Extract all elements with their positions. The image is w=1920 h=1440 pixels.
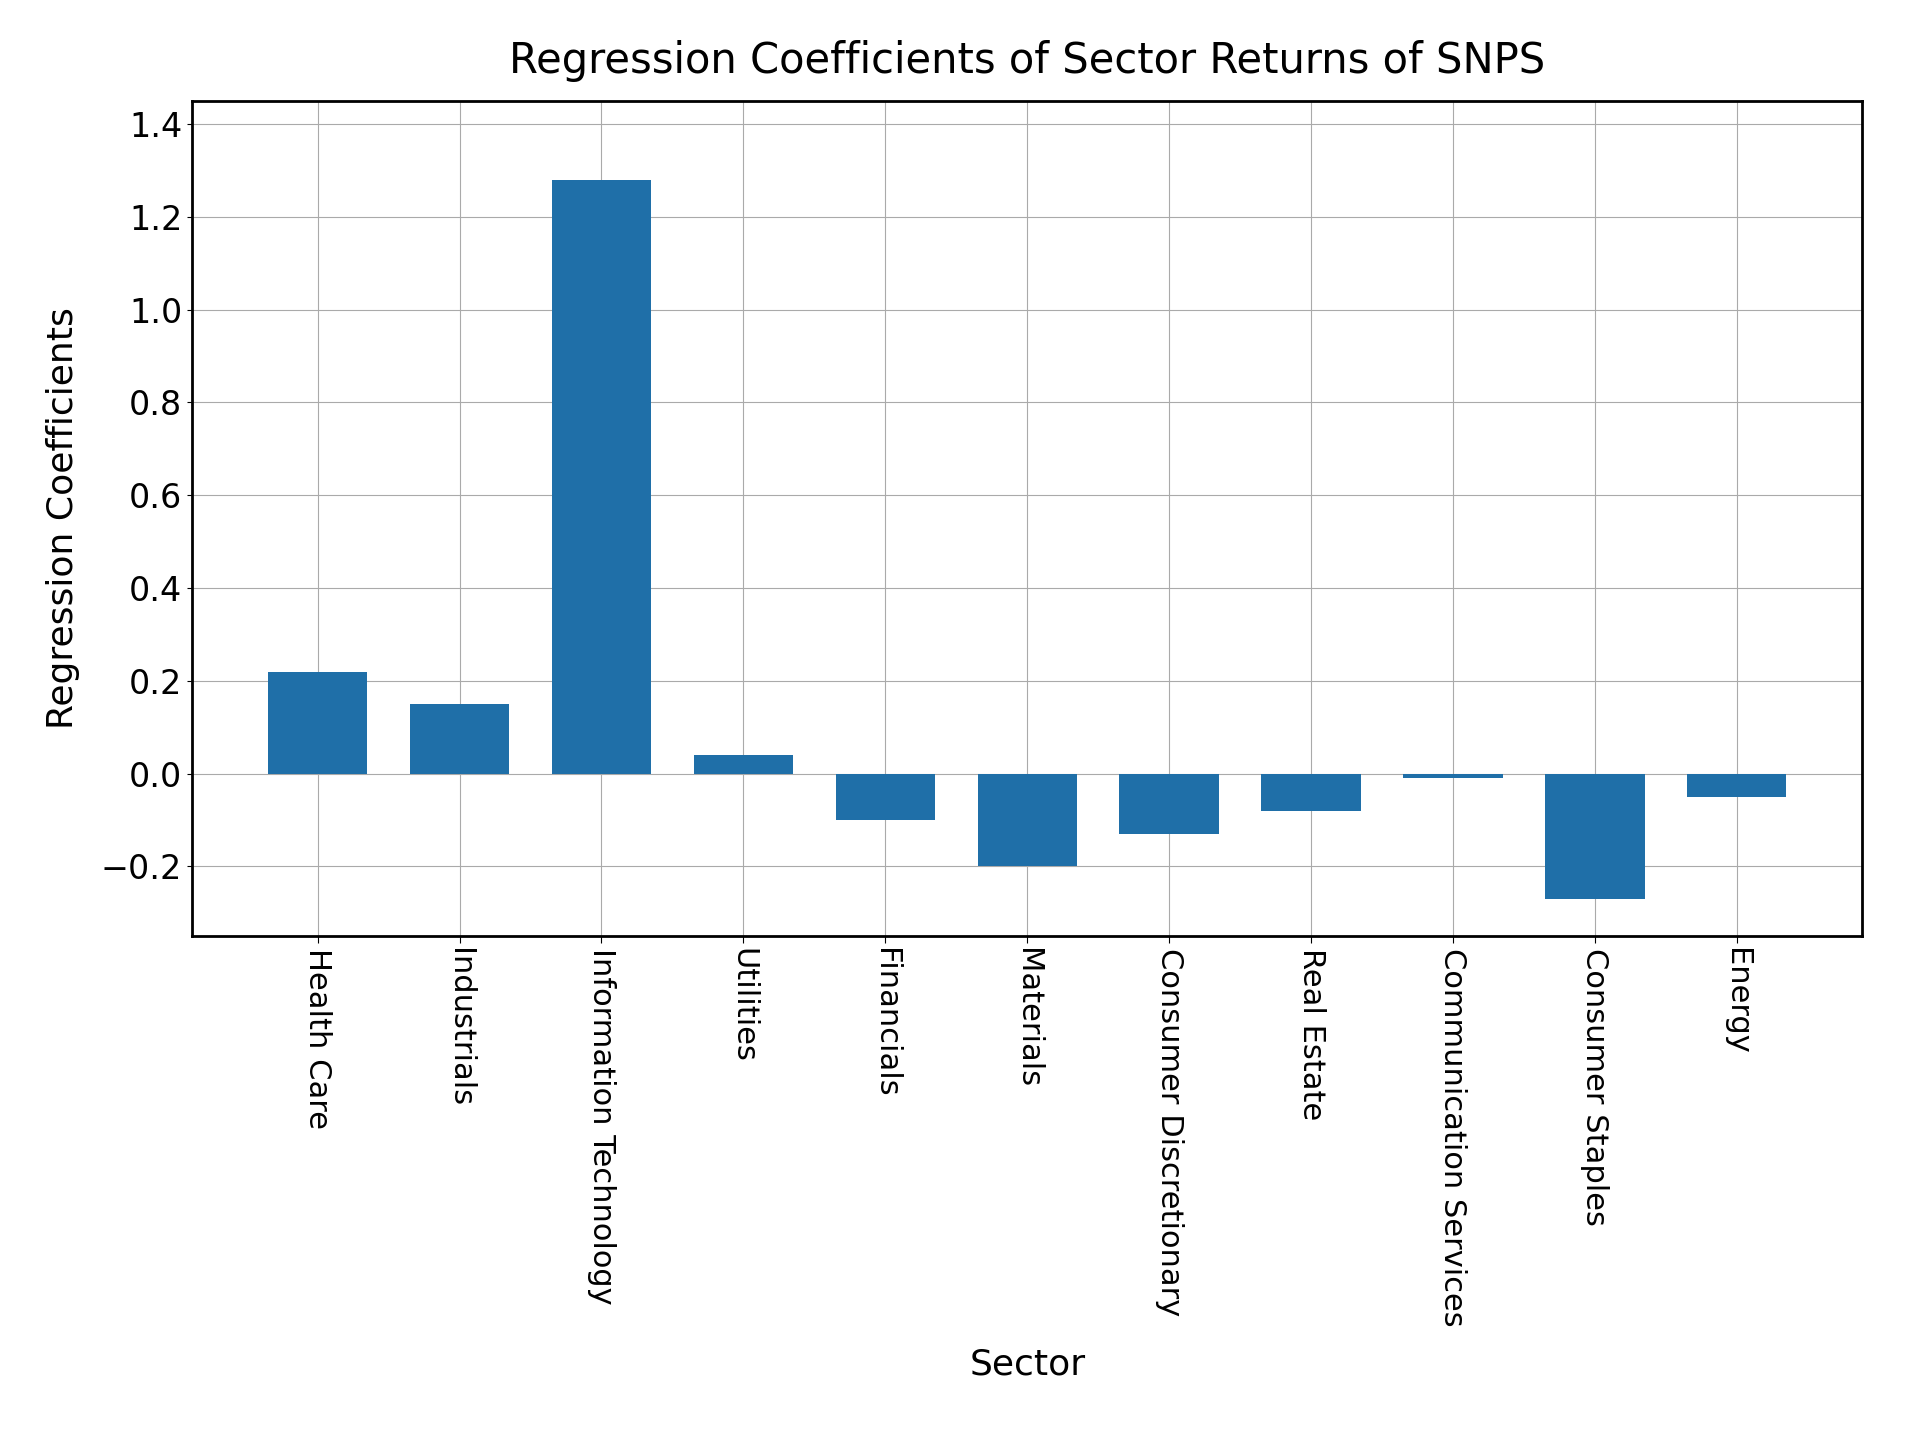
Y-axis label: Regression Coefficients: Regression Coefficients — [46, 308, 81, 729]
Bar — [1119, 773, 1219, 834]
Bar — [1261, 773, 1361, 811]
Bar — [693, 755, 793, 773]
Bar — [835, 773, 935, 819]
Bar — [1404, 773, 1503, 778]
Title: Regression Coefficients of Sector Returns of SNPS: Regression Coefficients of Sector Return… — [509, 40, 1546, 82]
Bar — [1688, 773, 1786, 796]
Bar — [269, 671, 367, 773]
Bar — [1546, 773, 1645, 899]
Bar — [551, 180, 651, 773]
Bar — [977, 773, 1077, 867]
Bar — [409, 704, 509, 773]
X-axis label: Sector: Sector — [970, 1348, 1085, 1381]
